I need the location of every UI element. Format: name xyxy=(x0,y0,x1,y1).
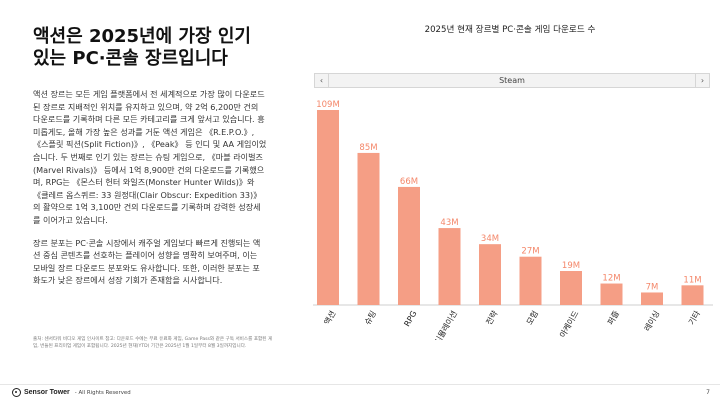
data-label-4: 43M xyxy=(440,218,458,228)
bar-7 xyxy=(560,271,582,305)
paragraph-2: 장르 분포는 PC·콘솔 시장에서 캐주얼 게임보다 빠르게 진행되는 액션 중… xyxy=(33,237,261,286)
bar-5 xyxy=(479,244,501,305)
rights-text: - All Rights Reserved xyxy=(74,389,131,396)
x-tick-label-2: 슈팅 xyxy=(362,309,378,327)
chart-title: 2025년 현재 장르별 PC·콘솔 게임 다운로드 수 xyxy=(424,25,596,35)
data-label-8: 12M xyxy=(602,274,620,284)
bar-1 xyxy=(317,110,339,305)
data-label-6: 27M xyxy=(521,247,539,257)
title-line-1: 액션은 2025년에 가장 인기 xyxy=(33,26,251,47)
source-footnote: 출처: 센서타워 비디오 게임 인사이트 참고: 다운로드 수에는 무료 유료화… xyxy=(33,337,273,349)
x-tick-label-1: 액션 xyxy=(322,309,338,327)
paragraph-1: 액션 장르는 모든 게임 플랫폼에서 전 세계적으로 가장 많이 다운로드된 장… xyxy=(33,89,267,225)
footer-brand: Sensor Tower - All Rights Reserved xyxy=(12,388,131,397)
x-tick-label-10: 기타 xyxy=(687,309,702,327)
chevron-right-icon[interactable]: › xyxy=(695,74,709,87)
bar-chart: 109M 액션 85M 슈팅 66M RPG 43M 시뮬레이션 34M 전략 27M 모험 19M 아케… xyxy=(313,100,713,340)
data-label-3: 66M xyxy=(400,177,418,187)
bar-9 xyxy=(641,292,663,305)
data-label-5: 34M xyxy=(481,234,499,244)
x-tick-label-9: 레이싱 xyxy=(642,309,662,333)
x-tick-label-5: 전략 xyxy=(484,308,500,326)
bar-2 xyxy=(357,152,380,305)
bar-4 xyxy=(438,228,461,305)
x-tick-label-3: RPG xyxy=(402,309,418,328)
data-label-1: 109M xyxy=(316,100,340,110)
bar-8 xyxy=(600,283,623,305)
body-text: 액션 장르는 모든 게임 플랫폼에서 전 세계적으로 가장 많이 다운로드된 장… xyxy=(33,88,267,287)
data-label-9: 7M xyxy=(646,282,659,292)
x-tick-label-7: 아케이드 xyxy=(557,309,580,340)
text-column: 액션은 2025년에 가장 인기 있는 PC·콘솔 장르입니다 액션 장르는 모… xyxy=(33,26,267,297)
footer-divider xyxy=(0,384,720,385)
page-number: 7 xyxy=(706,389,710,396)
bar-10 xyxy=(681,285,704,305)
bar-3 xyxy=(398,186,420,305)
x-tick-label-4: 시뮬레이션 xyxy=(432,309,459,340)
x-tick-label-8: 퍼즐 xyxy=(606,309,621,326)
data-label-7: 19M xyxy=(562,261,580,271)
platform-filter[interactable]: ‹ Steam › xyxy=(314,73,710,88)
sensor-tower-logo-icon xyxy=(12,388,21,397)
chevron-left-icon[interactable]: ‹ xyxy=(315,74,329,87)
platform-filter-label: Steam xyxy=(499,76,525,85)
x-tick-label-6: 모험 xyxy=(525,309,540,326)
data-label-2: 85M xyxy=(359,143,377,153)
bar-6 xyxy=(519,256,542,305)
brand-name: Sensor Tower xyxy=(24,389,70,396)
title-line-2: 있는 PC·콘솔 장르입니다 xyxy=(33,48,228,69)
page-title: 액션은 2025년에 가장 인기 있는 PC·콘솔 장르입니다 xyxy=(33,26,267,70)
data-label-10: 11M xyxy=(683,275,701,285)
